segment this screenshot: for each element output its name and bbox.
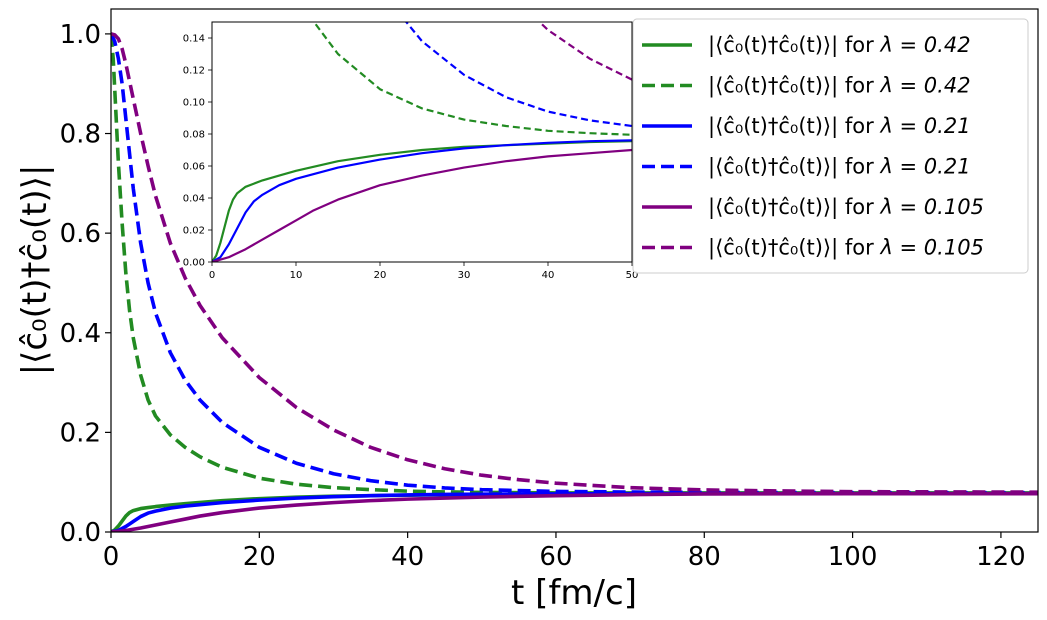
main-y-tick-label: 0.4	[60, 319, 101, 349]
legend-label-dashed-purple: |⟨ĉ₀(t)†ĉ₀(t)⟩| for λ = 0.105	[708, 236, 984, 261]
main-x-tick-label: 100	[828, 542, 878, 572]
inset-x-tick-label: 40	[542, 270, 555, 281]
inset-series-group	[212, 22, 632, 262]
inset-y-tick-label: 0.06	[183, 162, 205, 173]
main-plot-frame	[110, 8, 1039, 533]
main-series-group	[111, 32, 1038, 532]
main-x-tick-label: 20	[243, 542, 276, 572]
inset-y-tick-label: 0.08	[183, 130, 205, 141]
main-x-tick-label: 80	[688, 542, 721, 572]
inset-x-tick-label: 50	[626, 270, 639, 281]
inset-axes: 0 10 20 30 40 50 0.00 0.02 0.04 0.06 0.08 0.10 0.12…	[183, 21, 639, 281]
inset-y-tick-label: 0.12	[183, 66, 205, 77]
legend-label-solid-purple: |⟨ĉ₀(t)†ĉ₀(t)⟩| for λ = 0.105	[708, 195, 984, 220]
main-axes: 0 20 40 60 80 100 120 0.00.20.40.60.81.0 t [fm…	[15, 8, 1039, 613]
main-y-ticks: 0.0 0.2 0.4 0.6 0.8 1.0	[60, 20, 111, 548]
inset-x-tick-label: 0	[209, 270, 215, 281]
inset-y-tick-label: 0.10	[183, 98, 205, 109]
main-y-tick-label: 0.6	[60, 219, 101, 249]
y-axis-label: |⟨ĉ₀(t)†ĉ₀(t)⟩|	[15, 165, 55, 376]
inset-y-tick-label: 0.04	[183, 194, 205, 205]
main-y-tick-label: 0.2	[60, 418, 101, 448]
main-x-tick-label: 40	[391, 542, 424, 572]
inset-x-tick-label: 10	[290, 270, 303, 281]
main-x-tick-label: 0	[103, 542, 120, 572]
main-x-tick-label: 120	[976, 542, 1026, 572]
inset-line-solid-purple	[212, 148, 632, 262]
inset-y-ticks: 0.00 0.02 0.04 0.06 0.08 0.10 0.12 0.14	[183, 34, 212, 269]
inset-y-tick-label: 0.14	[183, 34, 205, 45]
main-line-dashed-purple	[111, 32, 1038, 494]
main-x-tick-label: 60	[539, 542, 572, 572]
main-y-tick-label: 1.0	[60, 20, 101, 50]
main-x-ticks: 0 20 40 60 80 100 120	[103, 532, 1026, 572]
inset-y-tick-label: 0.00	[183, 258, 205, 269]
main-line-solid-blue	[111, 491, 1038, 532]
legend-label-dashed-green: |⟨ĉ₀(t)†ĉ₀(t)⟩| for λ = 0.42	[708, 74, 971, 99]
legend-label-dashed-blue: |⟨ĉ₀(t)†ĉ₀(t)⟩| for λ = 0.21	[708, 155, 971, 180]
legend-label-solid-green: |⟨ĉ₀(t)†ĉ₀(t)⟩| for λ = 0.42	[708, 33, 971, 58]
main-y-tick-label: 0.0	[60, 518, 101, 548]
inset-x-tick-label: 20	[374, 270, 387, 281]
inset-y-tick-label: 0.02	[183, 226, 205, 237]
inset-line-dashed-green	[312, 22, 632, 136]
main-line-dashed-blue	[111, 33, 1038, 495]
inset-x-ticks: 0 10 20 30 40 50	[209, 262, 639, 281]
main-y-tick-label: 0.8	[60, 120, 101, 150]
legend-label-solid-blue: |⟨ĉ₀(t)†ĉ₀(t)⟩| for λ = 0.21	[708, 114, 971, 139]
main-line-solid-purple	[111, 491, 1038, 532]
inset-line-solid-blue	[212, 139, 632, 262]
legend-items: |⟨ĉ₀(t)†ĉ₀(t)⟩| for λ = 0.42 |⟨ĉ₀(t)†ĉ₀(t…	[642, 33, 984, 261]
inset-line-solid-green	[212, 140, 632, 262]
x-axis-label: t [fm/c]	[511, 573, 637, 613]
inset-x-tick-label: 30	[458, 270, 471, 281]
inset-plot-frame	[211, 21, 633, 263]
legend-box	[632, 18, 1029, 274]
legend: |⟨ĉ₀(t)†ĉ₀(t)⟩| for λ = 0.42 |⟨ĉ₀(t)†ĉ₀(t…	[632, 18, 1029, 274]
main-line-dashed-green	[111, 33, 1038, 495]
